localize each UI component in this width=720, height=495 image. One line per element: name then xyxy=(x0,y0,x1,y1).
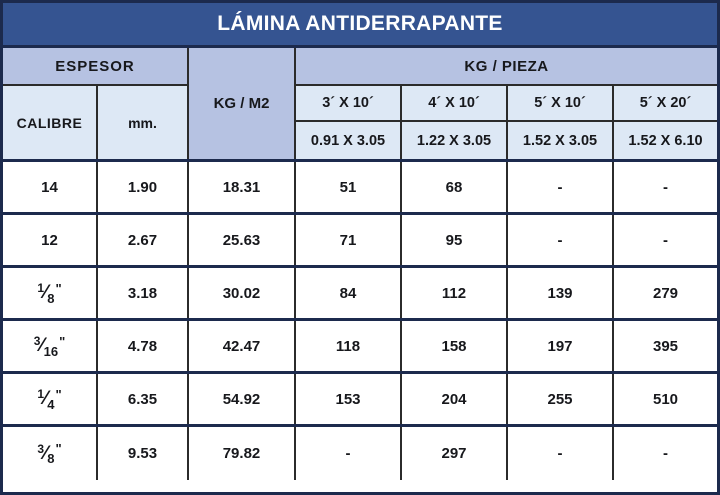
fraction-denominator: 4 xyxy=(47,396,55,412)
cell-kg-pieza-4: 510 xyxy=(614,374,717,424)
fraction-value: 3 ⁄ 16 " xyxy=(33,333,66,359)
cell-kg-pieza-4: 395 xyxy=(614,321,717,371)
cell-kg-pieza-4: - xyxy=(614,215,717,265)
cell-kg-m2: 79.82 xyxy=(189,427,296,480)
cell-calibre: 12 xyxy=(3,215,98,265)
cell-kg-pieza-3: 197 xyxy=(508,321,614,371)
cell-calibre: 3 ⁄ 16 " xyxy=(3,321,98,371)
column-header-size-feet-3: 5´ X 10´ xyxy=(508,86,614,120)
fraction-denominator: 16 xyxy=(43,343,59,359)
fraction-value: 1 ⁄ 8 " xyxy=(37,280,62,306)
cell-kg-m2: 54.92 xyxy=(189,374,296,424)
fraction-numerator: 3 xyxy=(33,334,41,348)
column-header-kg-pieza: KG / PIEZA xyxy=(296,48,717,86)
inch-mark: " xyxy=(59,333,66,349)
cell-kg-pieza-3: 139 xyxy=(508,268,614,318)
column-header-calibre: CALIBRE xyxy=(3,86,98,159)
cell-kg-pieza-3: - xyxy=(508,215,614,265)
fraction-bar: ⁄ xyxy=(44,282,48,303)
column-header-kg-m2: KG / M2 xyxy=(189,48,296,159)
cell-kg-pieza-1: 84 xyxy=(296,268,402,318)
page-title: LÁMINA ANTIDERRAPANTE xyxy=(217,12,503,35)
cell-kg-m2: 42.47 xyxy=(189,321,296,371)
cell-kg-m2: 25.63 xyxy=(189,215,296,265)
table-row: 12 2.67 25.63 71 95- - xyxy=(3,215,717,268)
cell-mm: 4.78 xyxy=(98,321,189,371)
cell-calibre: 3 ⁄ 8 " xyxy=(3,427,98,480)
cell-kg-pieza-1: 118 xyxy=(296,321,402,371)
cell-calibre: 1 ⁄ 4 " xyxy=(3,374,98,424)
cell-kg-pieza-2: 158 xyxy=(402,321,508,371)
kg-pieza-label: KG / PIEZA xyxy=(464,57,549,75)
column-header-size-metric-2: 1.22 X 3.05 xyxy=(402,122,508,159)
fraction-value: 1 ⁄ 4 " xyxy=(37,386,62,412)
fraction-bar: ⁄ xyxy=(40,335,44,356)
column-header-size-feet-4: 5´ X 20´ xyxy=(614,86,717,120)
fraction-numerator: 3 xyxy=(37,441,45,456)
cell-mm: 9.53 xyxy=(98,427,189,480)
cell-kg-pieza-3: - xyxy=(508,427,614,480)
espesor-subheaders: CALIBRE mm. xyxy=(3,86,189,159)
cell-mm: 3.18 xyxy=(98,268,189,318)
fraction-bar: ⁄ xyxy=(44,388,48,409)
cell-kg-m2: 18.31 xyxy=(189,162,296,212)
fraction-denominator: 8 xyxy=(47,290,55,306)
inch-mark: " xyxy=(55,441,62,456)
inch-mark: " xyxy=(55,280,62,296)
column-header-size-feet-2: 4´ X 10´ xyxy=(402,86,508,120)
table-row: 14 1.90 18.31 51 68- - xyxy=(3,162,717,215)
cell-kg-pieza-2: 95 xyxy=(402,215,508,265)
inch-mark: " xyxy=(55,386,62,402)
column-header-size-metric-3: 1.52 X 3.05 xyxy=(508,122,614,159)
feet-size-header-row: 3´ X 10´ 4´ X 10´ 5´ X 10´ 5´ X 20´ xyxy=(296,86,717,122)
cell-kg-pieza-3: - xyxy=(508,162,614,212)
table-body: 14 1.90 18.31 51 68- -12 2.67 25.63 71 95- -1 ⁄ 8 " 3.… xyxy=(3,162,717,480)
column-header-size-feet-1: 3´ X 10´ xyxy=(296,86,402,120)
metric-size-header-row: 0.91 X 3.05 1.22 X 3.05 1.52 X 3.05 1.52… xyxy=(296,122,717,159)
column-header-size-metric-4: 1.52 X 6.10 xyxy=(614,122,717,159)
cell-mm: 1.90 xyxy=(98,162,189,212)
fraction-value: 3 ⁄ 8 " xyxy=(37,441,62,466)
table-header: ESPESOR CALIBRE mm. KG / M2 KG / PIEZA 3… xyxy=(3,48,717,162)
column-header-size-metric-1: 0.91 X 3.05 xyxy=(296,122,402,159)
cell-kg-pieza-2: 204 xyxy=(402,374,508,424)
cell-kg-pieza-3: 255 xyxy=(508,374,614,424)
cell-kg-pieza-1: 71 xyxy=(296,215,402,265)
kg-pieza-column-group: KG / PIEZA 3´ X 10´ 4´ X 10´ 5´ X 10´ 5´… xyxy=(296,48,717,159)
cell-kg-m2: 30.02 xyxy=(189,268,296,318)
fraction-bar: ⁄ xyxy=(44,442,48,464)
table-row: 3 ⁄ 8 " 9.53 79.82-297- - xyxy=(3,427,717,480)
table-row: 1 ⁄ 8 " 3.18 30.02 84 112 139 279 xyxy=(3,268,717,321)
cell-kg-pieza-2: 68 xyxy=(402,162,508,212)
espesor-label: ESPESOR xyxy=(55,57,135,75)
cell-calibre: 14 xyxy=(3,162,98,212)
fraction-numerator: 1 xyxy=(37,281,45,295)
cell-calibre: 1 ⁄ 8 " xyxy=(3,268,98,318)
cell-kg-pieza-1: - xyxy=(296,427,402,480)
cell-kg-pieza-4: - xyxy=(614,427,717,480)
cell-kg-pieza-1: 153 xyxy=(296,374,402,424)
cell-mm: 6.35 xyxy=(98,374,189,424)
table-title-bar: LÁMINA ANTIDERRAPANTE xyxy=(3,3,717,48)
cell-kg-pieza-4: - xyxy=(614,162,717,212)
cell-kg-pieza-4: 279 xyxy=(614,268,717,318)
cell-mm: 2.67 xyxy=(98,215,189,265)
cell-kg-pieza-2: 297 xyxy=(402,427,508,480)
cell-kg-pieza-1: 51 xyxy=(296,162,402,212)
column-header-mm: mm. xyxy=(98,86,189,159)
fraction-denominator: 8 xyxy=(47,451,55,466)
column-header-espesor: ESPESOR xyxy=(3,48,189,86)
table-row: 1 ⁄ 4 " 6.35 54.92 153 204 255 510 xyxy=(3,374,717,427)
espesor-column-group: ESPESOR CALIBRE mm. xyxy=(3,48,189,159)
cell-kg-pieza-2: 112 xyxy=(402,268,508,318)
table-row: 3 ⁄ 16 " 4.78 42.47 118 158 197 395 xyxy=(3,321,717,374)
fraction-numerator: 1 xyxy=(37,387,45,401)
